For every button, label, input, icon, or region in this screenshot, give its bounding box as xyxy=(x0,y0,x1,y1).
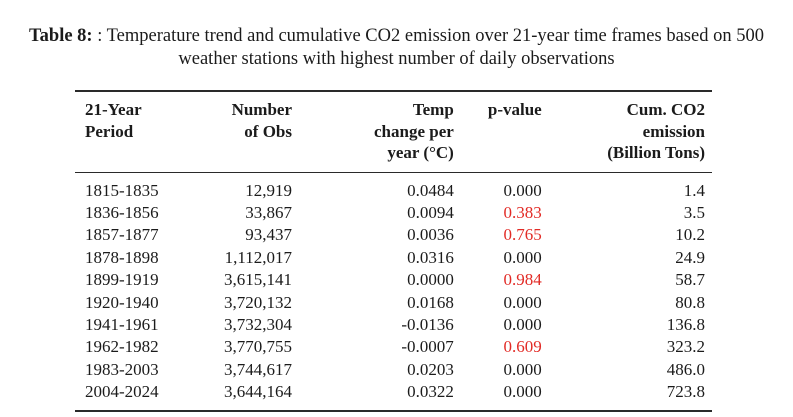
cell-temp-change: 0.0036 xyxy=(407,225,454,245)
cell-period: 1983-2003 xyxy=(85,359,159,379)
header-line: Period xyxy=(85,121,134,141)
cell-num-obs: 93,437 xyxy=(245,225,293,245)
cell-cum-co2: 723.8 xyxy=(666,382,705,402)
cell-temp-change: 0.0203 xyxy=(407,359,454,379)
cell-num-obs: 3,744,617 xyxy=(224,359,293,379)
cell-temp-change: 0.0316 xyxy=(407,247,454,267)
header-line: Cum. CO2 xyxy=(626,100,705,119)
cell-cum-co2: 10.2 xyxy=(675,225,705,245)
header-line: Number xyxy=(231,100,293,119)
table-row: 1857-1877 93,437 0.0036 0.765 10.2 xyxy=(75,224,712,246)
column-header-num-obs: Number of Obs xyxy=(215,91,297,173)
cell-num-obs: 3,732,304 xyxy=(224,314,293,334)
table-row: 1815-1835 12,919 0.0484 0.000 1.4 xyxy=(75,172,712,202)
header-line: change per xyxy=(374,121,454,141)
cell-period: 1899-1919 xyxy=(85,270,159,290)
table-row: 1941-1961 3,732,304 -0.0136 0.000 136.8 xyxy=(75,314,712,336)
header-line: of Obs xyxy=(244,121,293,141)
cell-num-obs: 3,720,132 xyxy=(224,292,293,312)
table-caption-label: Table 8: xyxy=(29,26,93,46)
header-line: Temp xyxy=(412,100,454,119)
cell-cum-co2: 3.5 xyxy=(683,202,705,222)
cell-temp-change: 0.0484 xyxy=(407,180,454,200)
cell-temp-change: -0.0136 xyxy=(401,314,454,334)
cell-num-obs: 3,615,141 xyxy=(224,270,293,290)
table-header-row: 21-Year Period Number of Obs Temp change… xyxy=(75,91,712,173)
cell-p-value: 0.000 xyxy=(503,180,542,200)
table-row: 1920-1940 3,720,132 0.0168 0.000 80.8 xyxy=(75,292,712,314)
table-header: 21-Year Period Number of Obs Temp change… xyxy=(75,91,712,173)
table-row: 1878-1898 1,112,017 0.0316 0.000 24.9 xyxy=(75,247,712,269)
cell-p-value: 0.000 xyxy=(503,359,542,379)
header-line: year (°C) xyxy=(387,143,454,162)
cell-period: 1857-1877 xyxy=(85,225,159,245)
cell-num-obs: 1,112,017 xyxy=(224,247,293,267)
cell-period: 1878-1898 xyxy=(85,247,159,267)
cell-p-value: 0.000 xyxy=(503,247,542,267)
cell-p-value: 0.000 xyxy=(503,314,542,334)
column-header-temp-change: Temp change per year (°C) xyxy=(296,91,458,173)
cell-p-value: 0.609 xyxy=(503,337,542,357)
cell-p-value: 0.984 xyxy=(503,270,542,290)
cell-period: 1815-1835 xyxy=(85,180,159,200)
header-line: p-value xyxy=(487,100,542,119)
cell-period: 1962-1982 xyxy=(85,337,159,357)
results-table: 21-Year Period Number of Obs Temp change… xyxy=(75,90,712,412)
table-container: 21-Year Period Number of Obs Temp change… xyxy=(75,90,712,412)
cell-temp-change: 0.0000 xyxy=(407,270,454,290)
table-row: 1899-1919 3,615,141 0.0000 0.984 58.7 xyxy=(75,269,712,291)
cell-num-obs: 3,644,164 xyxy=(224,382,293,402)
header-line: emission xyxy=(642,121,705,141)
cell-temp-change: -0.0007 xyxy=(401,337,454,357)
cell-p-value: 0.000 xyxy=(503,292,542,312)
cell-cum-co2: 24.9 xyxy=(675,247,705,267)
table-body: 1815-1835 12,919 0.0484 0.000 1.4 1836-1… xyxy=(75,172,712,411)
cell-period: 1836-1856 xyxy=(85,202,159,222)
cell-cum-co2: 136.8 xyxy=(666,314,705,334)
table-row: 1962-1982 3,770,755 -0.0007 0.609 323.2 xyxy=(75,336,712,358)
cell-period: 2004-2024 xyxy=(85,382,159,402)
cell-p-value: 0.383 xyxy=(503,202,542,222)
cell-cum-co2: 1.4 xyxy=(683,180,705,200)
table-caption: Table 8: : Temperature trend and cumulat… xyxy=(25,25,769,71)
column-header-cum-co2: Cum. CO2 emission (Billion Tons) xyxy=(545,91,712,173)
table-row: 1983-2003 3,744,617 0.0203 0.000 486.0 xyxy=(75,359,712,381)
cell-p-value: 0.000 xyxy=(503,382,542,402)
cell-temp-change: 0.0094 xyxy=(407,202,454,222)
cell-cum-co2: 486.0 xyxy=(666,359,705,379)
column-header-p-value: p-value xyxy=(457,91,546,173)
cell-cum-co2: 80.8 xyxy=(675,292,705,312)
cell-num-obs: 3,770,755 xyxy=(224,337,293,357)
cell-cum-co2: 323.2 xyxy=(666,337,705,357)
table-row: 2004-2024 3,644,164 0.0322 0.000 723.8 xyxy=(75,381,712,410)
header-line: (Billion Tons) xyxy=(607,143,705,162)
table-row: 1836-1856 33,867 0.0094 0.383 3.5 xyxy=(75,202,712,224)
cell-cum-co2: 58.7 xyxy=(675,270,705,290)
table-caption-text: : Temperature trend and cumulative CO2 e… xyxy=(97,26,764,69)
cell-num-obs: 12,919 xyxy=(245,180,293,200)
cell-temp-change: 0.0322 xyxy=(407,382,454,402)
cell-period: 1920-1940 xyxy=(85,292,159,312)
cell-period: 1941-1961 xyxy=(85,314,159,334)
cell-num-obs: 33,867 xyxy=(245,202,293,222)
column-header-period: 21-Year Period xyxy=(75,91,216,173)
cell-p-value: 0.765 xyxy=(503,225,542,245)
cell-temp-change: 0.0168 xyxy=(407,292,454,312)
header-line: 21-Year xyxy=(85,100,142,119)
